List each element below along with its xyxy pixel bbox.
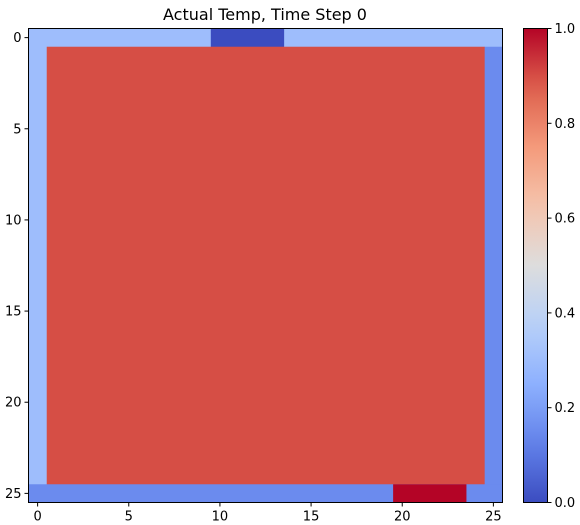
x-tick-label: 20 (394, 510, 411, 525)
colorbar-tick-label: 0.0 (555, 496, 576, 511)
heatmap-region-1 (210, 28, 285, 48)
colorbar-axis: 0.0 0.2 0.4 0.6 0.8 1.0 (547, 22, 576, 511)
colorbar-tick-label: 0.4 (555, 306, 576, 321)
y-tick-label: 15 (5, 305, 22, 320)
colorbar-tick-label: 1.0 (555, 22, 576, 37)
x-axis: 0 5 10 15 20 25 (33, 502, 502, 525)
heatmap-region-3 (484, 46, 503, 485)
chart-title: Actual Temp, Time Step 0 (163, 5, 367, 24)
x-tick-label: 0 (33, 510, 41, 525)
x-tick-label: 10 (212, 510, 229, 525)
x-tick-label: 15 (303, 510, 320, 525)
x-tick-label: 25 (485, 510, 502, 525)
colorbar-tick-label: 0.8 (555, 117, 576, 132)
y-tick-label: 0 (13, 31, 21, 46)
colorbar (523, 28, 548, 503)
plot-frame (28, 28, 503, 503)
colorbar-tick-label: 0.6 (555, 212, 576, 227)
heatmap-region-4 (46, 46, 485, 485)
y-axis: 0 5 10 15 20 25 (5, 31, 29, 502)
heatmap-region-2 (28, 46, 48, 485)
y-tick-label: 10 (5, 213, 22, 228)
y-tick-label: 5 (13, 122, 21, 137)
heatmap-region-6 (393, 484, 467, 503)
y-tick-label: 25 (5, 487, 22, 502)
heatmap-region-5 (28, 484, 503, 503)
heatmap-cells (28, 28, 503, 503)
y-tick-label: 20 (5, 396, 22, 411)
x-tick-label: 5 (125, 510, 133, 525)
colorbar-tick-label: 0.2 (555, 401, 576, 416)
